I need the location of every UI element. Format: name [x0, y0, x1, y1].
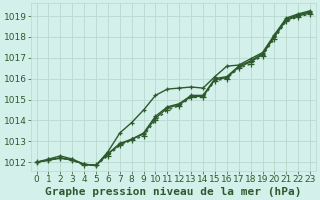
X-axis label: Graphe pression niveau de la mer (hPa): Graphe pression niveau de la mer (hPa)	[45, 186, 301, 197]
